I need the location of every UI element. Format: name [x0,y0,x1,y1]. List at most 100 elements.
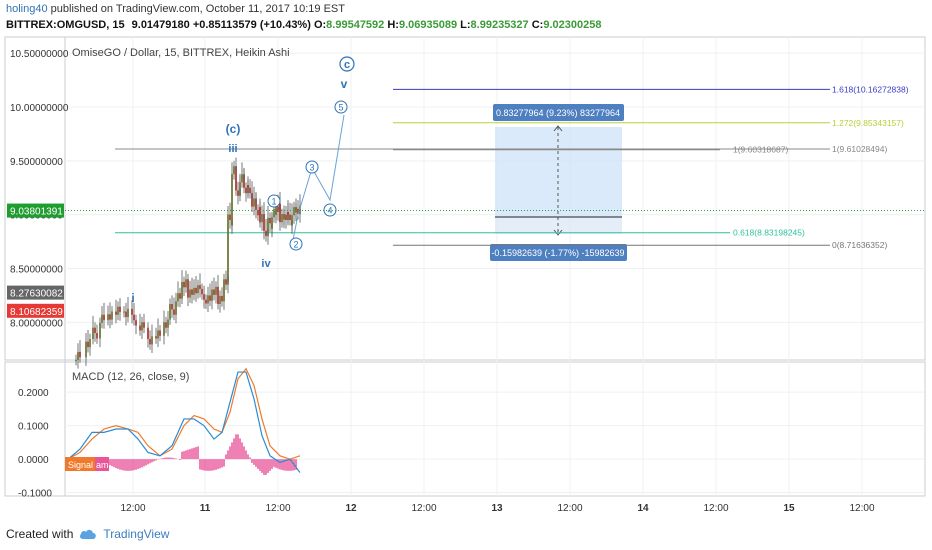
red-price-badge [7,303,64,318]
candle-body [263,219,265,231]
candle-body [171,304,173,310]
candle-body [257,209,259,216]
candle-body [285,214,287,221]
candle-body [131,308,133,315]
candle-body [85,341,87,358]
candle-body [255,203,257,210]
high-value: 9.06935089 [398,19,458,31]
candles [75,157,301,369]
candle-body [233,166,235,175]
candle-body [209,295,211,301]
wave-projection-line [292,114,345,241]
candle-body [239,182,241,188]
candle-body [149,339,151,345]
candle-body [199,285,201,289]
candle-body [225,279,227,285]
time-tick-label: 12:00 [120,503,145,514]
candle-body [191,289,193,295]
candle-body [141,322,143,331]
time-tick-label: 15 [783,503,795,514]
candle-body [253,198,255,207]
time-axis: 12:00 11 12:00 12 12:00 13 12:00 14 12:00 15 12:00 [120,503,874,514]
candle-body [127,308,129,317]
candle-body [265,230,267,237]
footer: Created with TradingView [6,527,169,541]
candle-body [99,322,101,339]
candle-body [291,215,293,226]
candle-body [243,179,245,188]
wave-circle-label: 3 [309,163,314,173]
macd-axis: 0.2000 0.1000 0.0000 -0.1000 [18,388,52,500]
macd-pane-title: MACD (12, 26, close, 9) [72,371,189,383]
candle-body [259,207,261,223]
price-change: +0.85113579 (+10.43%) [192,19,311,31]
wave-circle [323,203,337,217]
time-tick-label: 13 [491,503,503,514]
candle-body [135,320,137,326]
candle-body [261,214,263,223]
candle-body [96,333,98,339]
wave-label: c [344,59,350,71]
candle-body [157,330,159,339]
time-tick-label: 11 [200,503,211,514]
time-tick-label: 12:00 [557,503,582,514]
wave-c-circle [339,56,355,72]
macd-tick-label: 0.1000 [18,422,49,433]
username-link[interactable]: holing40 [6,3,48,15]
candle-body [163,322,165,336]
fib-level-label: 1(9.60318687) [733,145,788,155]
candle-body [139,325,141,331]
wave-circle [334,100,348,114]
candle-body [281,214,283,223]
signal-line [67,367,301,460]
candle-body [155,336,157,339]
candle-body [201,288,203,295]
wave-circle [267,194,281,208]
time-tick-label: 12:00 [703,503,728,514]
price-badges: 9.03801391 8.27630082 8.10682359 [7,203,925,318]
published-text: published on TradingView.com, October 11… [50,3,345,15]
candle-body [169,304,171,320]
publish-line: holing40 published on TradingView.com, O… [6,2,345,16]
candle-body [151,336,153,345]
candle-body [177,293,179,302]
candle-body [287,211,289,215]
price-tick-label: 9.50000000 [10,157,63,168]
hist-legend-box [95,457,109,471]
candle-body [79,351,81,358]
candle-body [101,314,103,323]
candle-body [267,217,269,229]
candle-body [203,294,205,300]
candle-body [231,174,233,226]
candle-body [181,281,183,299]
candle-body [249,187,251,194]
candle-body [251,198,253,207]
candle-body [197,285,199,294]
wave-label: i [131,291,134,305]
measure-tool[interactable]: 0.83277964 (9.23%) 83277964 -0.15982639 … [490,104,627,261]
measure-up-label: 0.83277964 (9.23%) 83277964 [496,108,620,118]
candle-body [187,279,189,298]
candle-body [111,311,113,320]
low-label: L: [460,19,471,31]
candle-body [94,327,96,334]
wave-circle-label: 1 [271,197,276,207]
measure-down-label: -0.15982639 (-1.77%) -15982639 [491,248,624,258]
candle-body [143,322,145,328]
tradingview-brand[interactable]: TradingView [103,527,170,541]
macd-tick-label: 0.2000 [18,388,49,399]
fib-level-label: 1.272(9.85343157) [832,118,904,128]
candle-body [277,206,279,212]
measure-up-label-box [493,104,624,121]
current-price-badge [7,203,64,218]
wave-label: iii [228,143,237,155]
candle-body [213,289,215,295]
hist-legend-label: am [96,460,109,470]
price-pane-title: OmiseGO / Dollar, 15, BITTREX, Heikin As… [72,47,290,59]
high-label: H: [387,19,399,31]
candle-body [87,341,89,348]
open-label: O: [313,19,327,31]
candle-body [189,289,191,298]
